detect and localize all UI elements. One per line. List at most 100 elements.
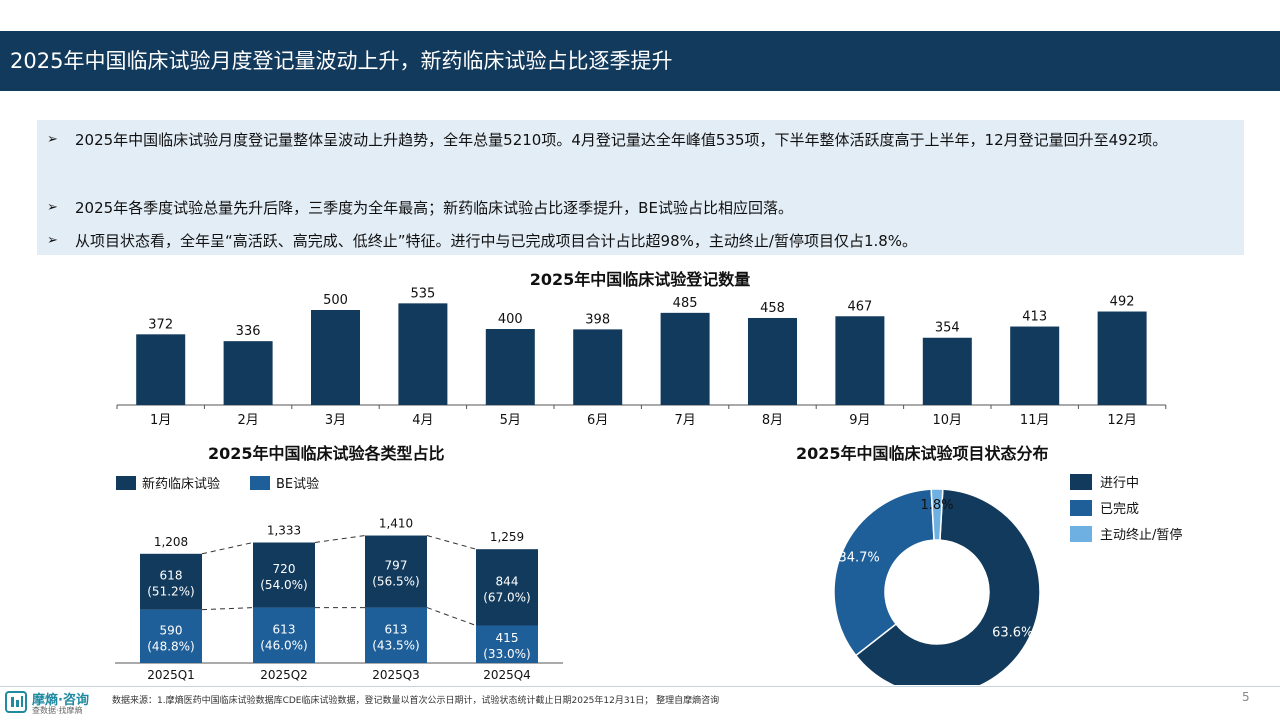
bar-be xyxy=(140,609,202,663)
logo-mark-icon xyxy=(5,691,27,713)
x-tick-label: 2月 xyxy=(237,413,258,428)
summary-bullet: ➢ 2025年各季度试验总量先升后降，三季度为全年最高；新药临床试验占比逐季提升… xyxy=(47,193,1236,223)
segment-value-label: 415 xyxy=(496,631,519,645)
bar-be xyxy=(365,607,427,663)
page-title: 2025年中国临床试验月度登记量波动上升，新药临床试验占比逐季提升 xyxy=(10,49,673,73)
segment-share-label: (33.0%) xyxy=(483,647,530,661)
bar-month xyxy=(136,334,186,405)
x-tick-label: 1月 xyxy=(150,413,171,428)
bar-value-label: 372 xyxy=(148,317,173,332)
x-tick-label: 2025Q1 xyxy=(147,668,195,682)
arrow-bullet-icon: ➢ xyxy=(47,200,58,215)
bar-month xyxy=(922,337,972,405)
brand-name: 摩熵·咨询 xyxy=(32,693,89,708)
monthly-chart-title: 2025年中国临床试验登记数量 xyxy=(529,270,751,289)
bar-value-label: 500 xyxy=(323,293,348,308)
x-tick-label: 2025Q2 xyxy=(260,668,308,682)
series-connector-line xyxy=(201,542,254,555)
summary-bullet: ➢ 2025年中国临床试验月度登记量整体呈波动上升趋势，全年总量5210项。4月… xyxy=(47,125,1236,155)
donut-slice xyxy=(854,488,1041,685)
x-tick-label: 7月 xyxy=(674,413,695,428)
bar-value-label: 336 xyxy=(236,324,261,339)
summary-box: ➢ 2025年中国临床试验月度登记量整体呈波动上升趋势，全年总量5210项。4月… xyxy=(37,120,1244,255)
series-connector-line xyxy=(201,607,254,611)
x-tick-label: 11月 xyxy=(1020,413,1050,428)
bar-value-label: 492 xyxy=(1110,295,1135,310)
summary-bullet-text: 2025年各季度试验总量先升后降，三季度为全年最高；新药临床试验占比逐季提升，B… xyxy=(75,199,793,217)
x-tick-label: 3月 xyxy=(325,413,346,428)
slice-value-label: 1.8% xyxy=(920,498,953,513)
legend-swatch xyxy=(1070,526,1092,542)
bar-new-drug xyxy=(253,542,315,608)
bar-month xyxy=(660,312,710,405)
total-label: 1,259 xyxy=(490,530,524,544)
legend-label: 进行中 xyxy=(1100,476,1139,491)
page-number: 5 xyxy=(1242,690,1250,704)
bar-new-drug xyxy=(140,553,202,610)
brand-logo: 摩熵·咨询 查数据·找摩熵 xyxy=(5,689,105,717)
bar-be xyxy=(253,607,315,663)
segment-value-label: 618 xyxy=(160,569,183,583)
series-connector-line xyxy=(426,535,477,550)
slice-value-label: 34.7% xyxy=(838,551,879,566)
series-connector-line xyxy=(314,535,366,543)
x-tick-label: 9月 xyxy=(849,413,870,428)
bar-month xyxy=(485,329,535,405)
segment-share-label: (67.0%) xyxy=(483,590,530,604)
bar-value-label: 398 xyxy=(585,312,610,327)
title-bar: 2025年中国临床试验月度登记量波动上升，新药临床试验占比逐季提升 xyxy=(0,31,1280,91)
x-tick-label: 4月 xyxy=(412,413,433,428)
bar-month xyxy=(1010,326,1060,405)
bar-value-label: 535 xyxy=(410,286,435,301)
segment-value-label: 797 xyxy=(385,559,408,573)
bar-month xyxy=(573,329,623,405)
bar-month xyxy=(311,310,360,405)
legend-swatch xyxy=(250,476,270,490)
monthly-bar-chart: 372 1月 336 2月 500 3月 535 4月 400 5月 398 6月 485 7月 458 8月… xyxy=(116,286,1167,428)
segment-share-label: (56.5%) xyxy=(372,575,419,589)
segment-value-label: 720 xyxy=(273,562,296,576)
brand-tagline: 查数据·找摩熵 xyxy=(32,706,83,715)
legend-swatch xyxy=(1070,474,1092,490)
bar-value-label: 485 xyxy=(673,296,698,311)
arrow-bullet-icon: ➢ xyxy=(47,233,58,248)
data-source-note: 数据来源：1.摩熵医药中国临床试验数据库CDE临床试验数据，登记数量以首次公示日… xyxy=(112,696,720,706)
x-tick-label: 10月 xyxy=(933,413,963,428)
segment-value-label: 613 xyxy=(273,622,296,636)
bar-value-label: 413 xyxy=(1022,310,1047,325)
footer-divider xyxy=(0,686,1280,687)
x-tick-label: 6月 xyxy=(587,413,608,428)
x-tick-label: 8月 xyxy=(762,413,783,428)
arrow-bullet-icon: ➢ xyxy=(47,132,58,147)
x-tick-label: 2025Q3 xyxy=(372,668,420,682)
legend-be: BE试验 xyxy=(250,473,319,492)
x-tick-label: 5月 xyxy=(500,413,521,428)
segment-share-label: (54.0%) xyxy=(260,578,307,592)
bar-month xyxy=(1097,311,1147,405)
status-chart-title: 2025年中国临床试验项目状态分布 xyxy=(796,444,1049,463)
bar-value-label: 354 xyxy=(935,321,960,336)
segment-share-label: (43.5%) xyxy=(372,638,419,652)
x-tick-label: 12月 xyxy=(1107,413,1137,428)
legend-label: 新药临床试验 xyxy=(142,477,221,492)
summary-bullet-text: 从项目状态看，全年呈“高活跃、高完成、低终止”特征。进行中与已完成项目合计占比超… xyxy=(75,232,918,250)
series-connector-line xyxy=(426,607,477,626)
bar-month xyxy=(748,317,797,405)
bar-value-label: 400 xyxy=(498,312,523,327)
legend-label: 已完成 xyxy=(1100,502,1139,517)
segment-share-label: (48.8%) xyxy=(147,639,194,653)
legend-label: BE试验 xyxy=(276,477,320,492)
segment-value-label: 844 xyxy=(496,574,519,588)
legend-label: 主动终止/暂停 xyxy=(1100,527,1182,543)
total-label: 1,410 xyxy=(379,517,413,531)
type-stacked-chart: 590 (48.8%) 618 (51.2%) 1,208 2025Q1 613 (46.0%… xyxy=(115,517,563,682)
bar-new-drug xyxy=(365,535,427,608)
segment-share-label: (46.0%) xyxy=(260,638,307,652)
legend-new-drug: 新药临床试验 xyxy=(116,473,220,492)
segment-value-label: 590 xyxy=(160,623,183,637)
donut-slice xyxy=(930,488,944,541)
slice-value-label: 63.6% xyxy=(992,626,1033,641)
bar-month xyxy=(398,303,448,405)
summary-bullet-text: 2025年中国临床试验月度登记量整体呈波动上升趋势，全年总量5210项。4月登记… xyxy=(75,131,1168,149)
